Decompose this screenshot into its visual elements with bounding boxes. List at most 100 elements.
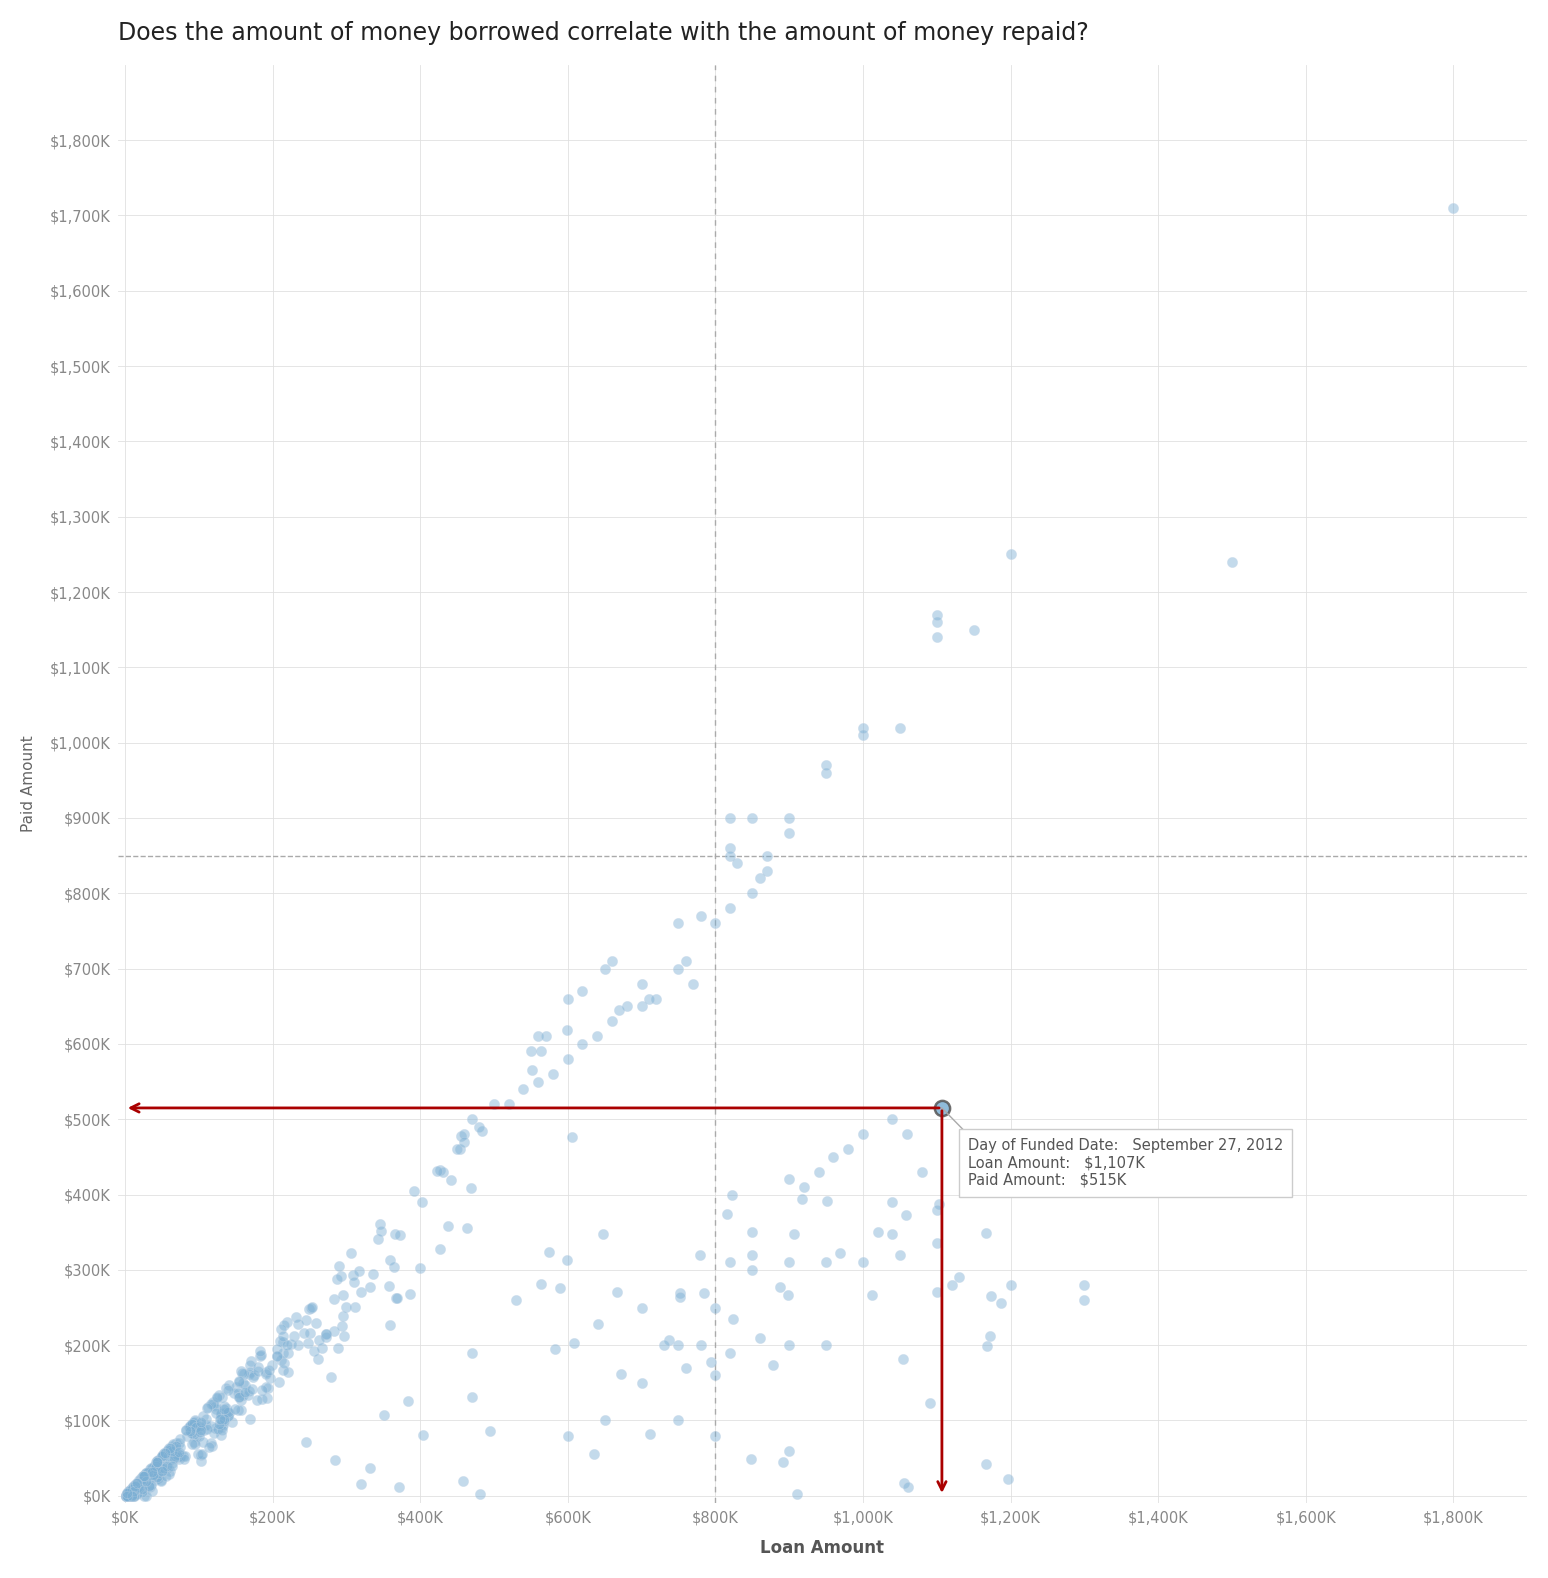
Point [974, 1221, 998, 1247]
Point [738, 1447, 763, 1472]
Point [760, 1352, 785, 1378]
Point [307, 1327, 331, 1352]
Point [217, 1400, 241, 1425]
Point [130, 1468, 155, 1493]
Point [119, 1483, 144, 1509]
Point [740, 1242, 765, 1267]
Point [180, 1420, 204, 1445]
Point [211, 1406, 235, 1431]
Point [330, 1313, 354, 1338]
Point [180, 1412, 204, 1438]
Point [183, 1431, 207, 1456]
Point [122, 1483, 147, 1509]
Point [302, 1338, 327, 1363]
Point [150, 1444, 175, 1469]
Point [201, 1392, 226, 1417]
Point [173, 1417, 198, 1442]
Point [528, 1038, 553, 1064]
Point [748, 1326, 772, 1351]
Point [260, 1352, 285, 1378]
Point [241, 1365, 266, 1390]
Point [533, 1024, 557, 1049]
Point [703, 1363, 728, 1389]
Point [226, 1370, 251, 1395]
Point [294, 1308, 319, 1333]
Point [276, 1360, 300, 1385]
Point [238, 1352, 263, 1378]
Point [121, 1475, 146, 1501]
Point [777, 821, 802, 846]
Point [361, 1261, 385, 1286]
Point [703, 911, 728, 936]
Point [299, 1296, 324, 1321]
Point [608, 1362, 633, 1387]
Point [460, 1176, 485, 1201]
Point [130, 1477, 155, 1502]
Point [382, 1221, 407, 1247]
Point [814, 1332, 839, 1357]
Point [718, 1340, 743, 1365]
Point [132, 1461, 156, 1486]
Point [232, 1373, 257, 1398]
Point [687, 1243, 712, 1269]
Point [214, 1395, 238, 1420]
Point [201, 1420, 226, 1445]
Point [718, 1250, 743, 1275]
Point [138, 1463, 163, 1488]
Point [924, 609, 949, 634]
Point [593, 1408, 618, 1433]
Point [438, 1168, 463, 1193]
Point [139, 1455, 164, 1480]
Point [158, 1438, 183, 1463]
Point [303, 1310, 328, 1335]
Point [178, 1419, 203, 1444]
Point [124, 1472, 149, 1498]
Point [740, 881, 765, 906]
Point [119, 1475, 144, 1501]
Point [718, 805, 743, 830]
Point [314, 1322, 339, 1348]
Point [367, 1212, 392, 1237]
Point [559, 1125, 584, 1150]
Point [556, 1046, 580, 1071]
Point [924, 625, 949, 650]
Point [169, 1444, 194, 1469]
Point [135, 1468, 159, 1493]
Point [447, 1136, 472, 1161]
Point [184, 1417, 209, 1442]
Point [644, 986, 669, 1011]
Point [146, 1460, 170, 1485]
Point [186, 1423, 211, 1449]
Point [229, 1359, 254, 1384]
Point [121, 1483, 146, 1509]
Point [265, 1343, 289, 1368]
Point [118, 1477, 142, 1502]
Point [296, 1330, 320, 1356]
Point [209, 1412, 234, 1438]
Point [147, 1456, 172, 1482]
Point [122, 1472, 147, 1498]
Point [593, 956, 618, 982]
Point [212, 1393, 237, 1419]
Point [782, 1221, 807, 1247]
Point [437, 1213, 461, 1239]
Point [452, 1130, 477, 1155]
Point [144, 1464, 169, 1490]
Point [212, 1397, 237, 1422]
Point [850, 715, 875, 740]
Point [211, 1412, 235, 1438]
Point [427, 1236, 452, 1261]
Point [237, 1362, 262, 1387]
Point [924, 1231, 949, 1256]
Point [460, 1340, 485, 1365]
Point [150, 1458, 175, 1483]
Point [220, 1409, 245, 1434]
Point [469, 1119, 494, 1144]
Point [718, 843, 743, 868]
Point [118, 1483, 142, 1509]
Point [149, 1468, 173, 1493]
Point [119, 1483, 144, 1509]
Point [115, 1483, 139, 1509]
Point [384, 1286, 409, 1311]
Point [132, 1477, 156, 1502]
